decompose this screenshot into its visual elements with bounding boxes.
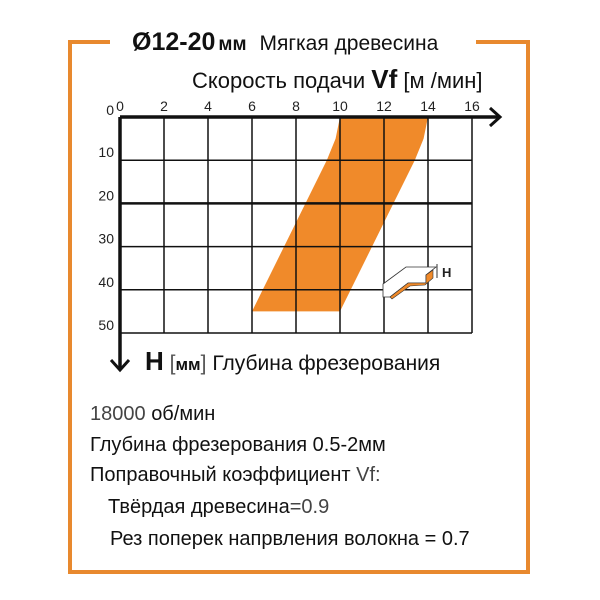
- coef-line: Поправочный коэффициент Vf:: [90, 464, 381, 487]
- depth-label: Глубина фрезерования: [90, 434, 308, 456]
- frame-bottom: [68, 570, 530, 574]
- x-tick-label: 12: [376, 98, 392, 114]
- material: Мягкая древесина: [259, 32, 439, 55]
- y-tick-label: 30: [98, 231, 114, 247]
- x-axis-label: Скорость подачи Vf [м /мин]: [192, 64, 483, 95]
- inset-depth-label: H: [442, 265, 451, 280]
- y-tick-label: 40: [98, 274, 114, 290]
- y-axis-arrow-icon: [109, 358, 131, 373]
- frame-right: [526, 40, 530, 574]
- chart-title: Ø12-20 мм Мягкая древесина: [132, 28, 438, 57]
- rpm-line: 18000 об/мин: [90, 403, 215, 426]
- x-tick-label: 8: [292, 98, 300, 114]
- x-axis-unit: [м /мин]: [403, 68, 483, 93]
- x-axis-text: Скорость подачи: [192, 68, 366, 93]
- y-axis-symbol: H: [145, 346, 164, 376]
- frame-top-right: [476, 40, 530, 44]
- bracket: ]: [200, 352, 207, 375]
- x-tick-label: 4: [204, 98, 212, 114]
- crossgrain-line: Рез поперек напрвления волокна = 0.7: [110, 528, 470, 550]
- frame-left: [68, 40, 72, 574]
- frame-top-left: [70, 40, 110, 44]
- y-tick-label: 20: [98, 187, 114, 203]
- x-axis-arrow-icon: [488, 106, 503, 128]
- x-tick-label: 6: [248, 98, 256, 114]
- coef-label: Поправочный коэффициент: [90, 464, 351, 486]
- y-axis-unit: мм: [175, 355, 201, 374]
- x-axis-symbol: Vf: [371, 64, 398, 94]
- workpiece-groove-icon: [389, 269, 434, 300]
- hardwood-value: =0.9: [289, 496, 330, 518]
- bracket: [: [169, 352, 176, 375]
- coef-symbol: Vf:: [356, 464, 381, 486]
- y-axis-label: H [мм] Глубина фрезерования: [145, 346, 440, 377]
- x-tick-label: 10: [332, 98, 348, 114]
- diameter: Ø12-20: [132, 28, 216, 56]
- x-tick-label: 2: [160, 98, 168, 114]
- y-tick-label: 50: [98, 317, 114, 333]
- depth-line: Глубина фрезерования 0.5-2мм: [90, 434, 386, 457]
- hardwood-line: Твёрдая древесина=0.9: [108, 496, 329, 519]
- x-tick-label: 16: [464, 98, 480, 114]
- y-tick-label: 0: [106, 102, 114, 118]
- y-axis-text: Глубина фрезерования: [212, 352, 441, 375]
- hardwood-label: Твёрдая древесина: [108, 496, 290, 518]
- x-tick-label: 14: [420, 98, 436, 114]
- rpm-value: 18000: [90, 403, 146, 425]
- diameter-unit: мм: [218, 34, 247, 55]
- x-tick-label: 0: [116, 98, 124, 114]
- depth-value: 0.5-2мм: [312, 434, 386, 456]
- rpm-unit: об/мин: [151, 403, 216, 425]
- y-tick-label: 10: [98, 144, 114, 160]
